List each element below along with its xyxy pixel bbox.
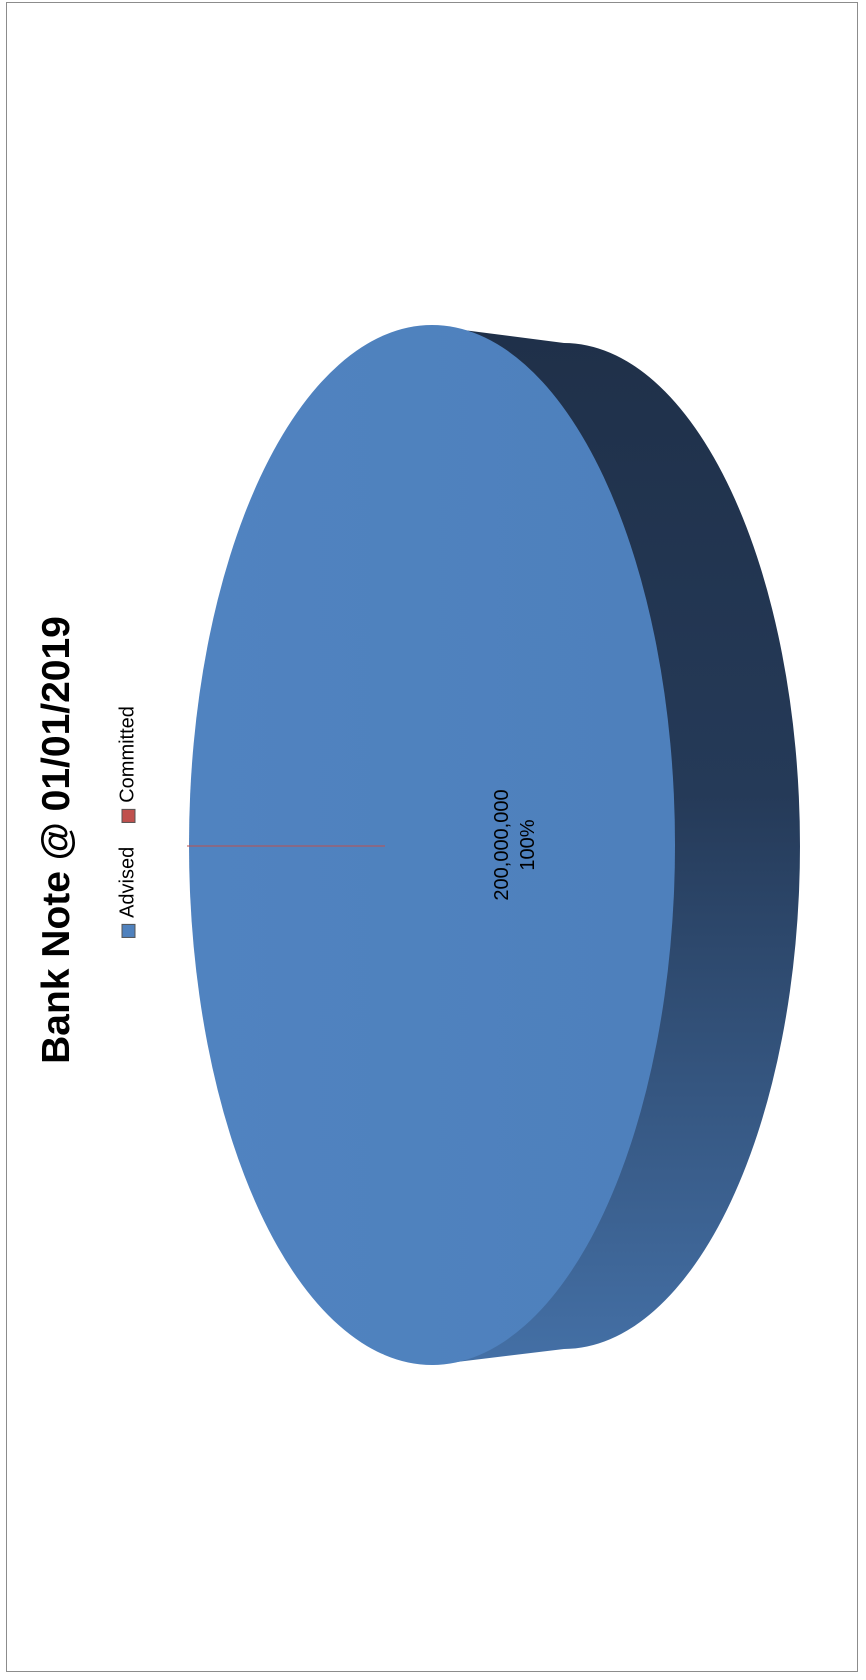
pie-slice-advised [189,325,675,1365]
data-label-value: 200,000,000 [491,789,513,900]
data-label-percent: 100% [517,819,539,870]
